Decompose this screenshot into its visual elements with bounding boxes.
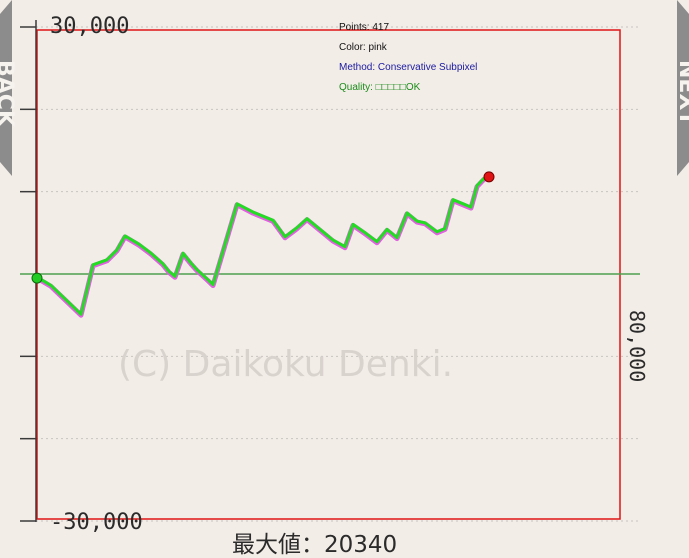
info-method: Method: Conservative Subpixel (339, 62, 477, 73)
watermark: (C) Daikoku Denki. (118, 344, 453, 385)
next-arrow-icon (677, 0, 689, 176)
grid-lines (20, 26, 640, 522)
series-shadow-line (34, 174, 492, 318)
next-button[interactable]: NEXT (674, 0, 689, 176)
y-tick-label-max: 30,000 (50, 14, 129, 39)
start-point-marker (31, 272, 43, 284)
back-label: BACK (0, 60, 17, 128)
info-points: Points: 417 (339, 22, 389, 33)
footer-max-value: 最大値：20340 (232, 532, 397, 558)
info-color: Color: pink (339, 42, 388, 53)
end-point-marker (483, 171, 495, 183)
info-quality: Quality: □□□□□OK (339, 82, 421, 93)
right-axis-label: 80,000 (625, 310, 649, 382)
next-label: NEXT (674, 60, 689, 125)
back-arrow-icon (0, 0, 12, 176)
y-tick-label-min: -30,000 (50, 510, 143, 535)
series-line (35, 174, 491, 316)
back-button[interactable]: BACK (0, 0, 17, 176)
